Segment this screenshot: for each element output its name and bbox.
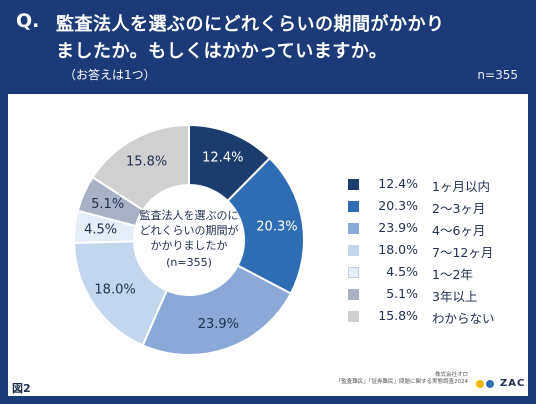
legend-swatch: [348, 267, 359, 278]
legend-value: 5.1%: [386, 286, 418, 301]
legend-value: 12.4%: [378, 176, 418, 191]
header: Q. 監査法人を選ぶのにどれくらいの期間がかかり ましたか。もしくはかかっていま…: [0, 0, 536, 94]
question-line-1: 監査法人を選ぶのにどれくらいの期間がかかり: [56, 14, 445, 35]
question-line-2: ましたか。もしくはかかっていますか。: [56, 41, 388, 62]
legend-label: 4～6ヶ月: [432, 223, 486, 238]
center-text-3: かかりましたか: [151, 239, 228, 252]
legend-item-5: 4.5% 1～2年: [348, 264, 523, 286]
source-company: 株式会社オロ: [434, 372, 468, 378]
legend: 12.4% 1ヶ月以内 20.3% 2～3ヶ月 23.9% 4～6ヶ月 18.0% 7～12ヶ…: [348, 176, 523, 330]
center-text-n: (n=355): [166, 256, 212, 269]
legend-swatch: [348, 245, 359, 256]
legend-label: わからない: [432, 311, 495, 326]
slice-label-1: 12.4%: [202, 151, 243, 166]
legend-item-3: 23.9% 4～6ヶ月: [348, 220, 523, 242]
slice-label-7: 15.8%: [126, 155, 167, 170]
legend-label: 1ヶ月以内: [432, 179, 490, 194]
legend-item-7: 15.8% わからない: [348, 308, 523, 330]
legend-swatch: [348, 179, 359, 190]
logo-dot-yellow-icon: [476, 380, 484, 388]
legend-swatch: [348, 223, 359, 234]
slice-label-6: 5.1%: [91, 197, 124, 212]
legend-swatch: [348, 201, 359, 212]
slice-label-5: 4.5%: [84, 223, 117, 238]
legend-label: 1～2年: [432, 267, 473, 282]
slice-label-3: 23.9%: [198, 317, 239, 332]
logo-dot-blue-icon: [486, 380, 494, 388]
legend-item-2: 20.3% 2～3ヶ月: [348, 198, 523, 220]
legend-value: 15.8%: [378, 308, 418, 323]
slice-label-2: 20.3%: [256, 219, 297, 234]
legend-item-4: 18.0% 7～12ヶ月: [348, 242, 523, 264]
question-mark: Q.: [16, 10, 40, 32]
chart-panel: 監査法人を選ぶのに どれくらいの期間が かかりましたか (n=355) 12.4…: [8, 94, 528, 396]
slice-label-4: 18.0%: [94, 283, 135, 298]
brand-name: ZAC: [500, 378, 526, 389]
source-note: 株式会社オロ 「監査難民」「証券難民」問題に関する実態調査2024: [328, 372, 468, 386]
legend-item-1: 12.4% 1ヶ月以内: [348, 176, 523, 198]
center-text-1: 監査法人を選ぶのに: [140, 208, 239, 222]
legend-swatch: [348, 289, 359, 300]
legend-value: 20.3%: [378, 198, 418, 213]
legend-label: 2～3ヶ月: [432, 201, 486, 216]
legend-swatch: [348, 311, 359, 322]
answer-note: （お答えは1つ）: [64, 68, 156, 82]
donut-hole: [134, 185, 244, 295]
zac-logo: ZAC: [476, 378, 526, 392]
legend-label: 3年以上: [432, 289, 478, 304]
legend-value: 4.5%: [386, 264, 418, 279]
legend-value: 18.0%: [378, 242, 418, 257]
legend-label: 7～12ヶ月: [432, 245, 494, 260]
sample-size: n=355: [477, 68, 518, 82]
center-text-2: どれくらいの期間が: [140, 223, 239, 237]
figure-label: 図2: [12, 382, 31, 395]
source-title: 「監査難民」「証券難民」問題に関する実態調査2024: [335, 379, 468, 385]
donut-chart: 監査法人を選ぶのに どれくらいの期間が かかりましたか (n=355) 12.4…: [73, 123, 305, 356]
legend-item-6: 5.1% 3年以上: [348, 286, 523, 308]
legend-value: 23.9%: [378, 220, 418, 235]
